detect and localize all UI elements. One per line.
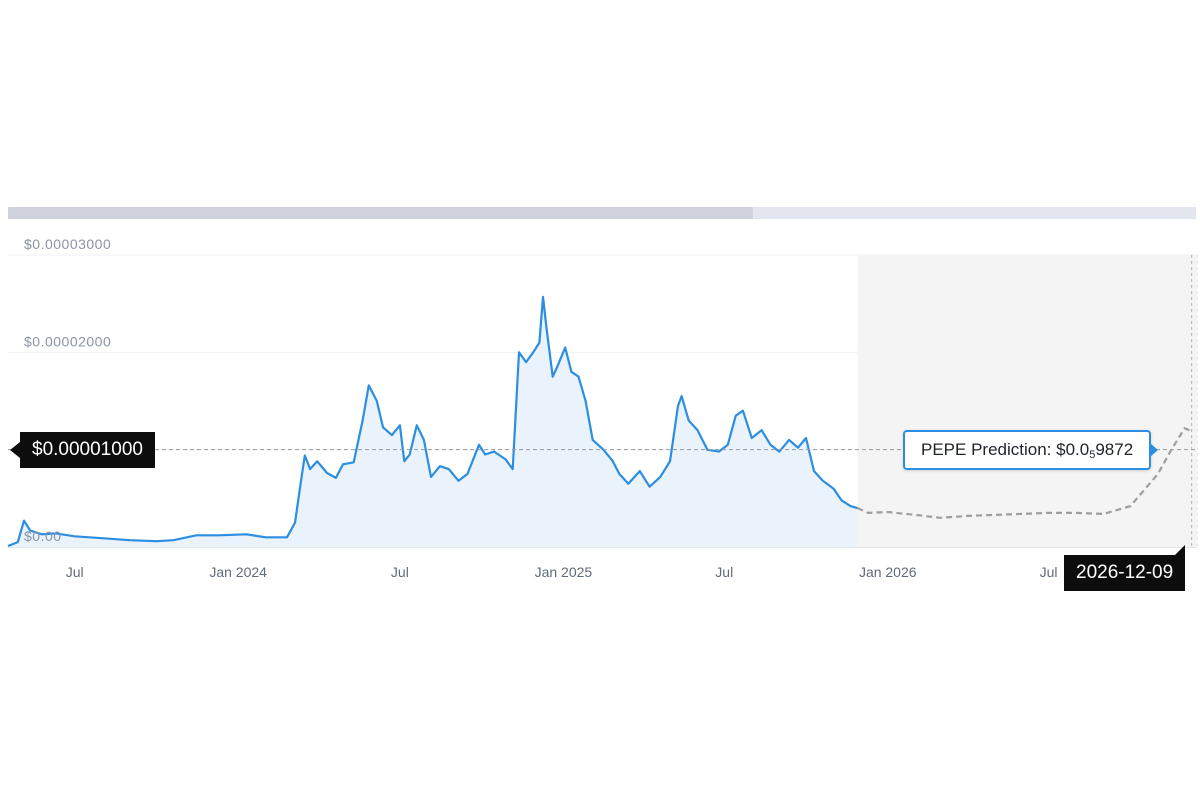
forecast-region bbox=[857, 255, 1197, 547]
price-line bbox=[7, 295, 858, 548]
y-tick-label: $0.00 bbox=[24, 528, 62, 544]
range-navigator[interactable] bbox=[8, 207, 1196, 219]
price-area bbox=[8, 296, 858, 547]
x-tick-label: Jan 2024 bbox=[209, 564, 267, 580]
y-tick-label: $0.00003000 bbox=[24, 236, 111, 252]
x-tick-label: Jul bbox=[66, 564, 84, 580]
x-tick-label: Jul bbox=[391, 564, 409, 580]
tooltip-value: 9872 bbox=[1095, 439, 1134, 459]
y-tick-label: $0.00002000 bbox=[24, 333, 111, 349]
x-tick-label: Jul bbox=[1040, 564, 1058, 580]
tooltip-zero-count: 5 bbox=[1089, 448, 1096, 461]
x-tick-label: Jan 2026 bbox=[859, 564, 917, 580]
navigator-thumb[interactable] bbox=[8, 207, 753, 219]
forecast-background bbox=[857, 255, 1197, 547]
y-axis: $0.00 $0.00002000 $0.00003000 bbox=[24, 236, 111, 544]
prediction-line bbox=[857, 426, 1193, 519]
tooltip-prefix: PEPE Prediction: $0.0 bbox=[921, 439, 1090, 459]
prediction-tooltip: PEPE Prediction: $0.059872 bbox=[903, 429, 1159, 470]
x-tick-label: Jul bbox=[715, 564, 733, 580]
series-layer bbox=[7, 295, 1193, 548]
x-axis: Jul Jan 2024 Jul Jan 2025 Jul Jan 2026 Jul bbox=[66, 564, 1058, 580]
x-tick-label: Jan 2025 bbox=[535, 564, 593, 580]
crosshair-y-label: $0.00001000 bbox=[10, 431, 155, 468]
crosshair-x-label: 2026-12-09 bbox=[1064, 545, 1186, 591]
